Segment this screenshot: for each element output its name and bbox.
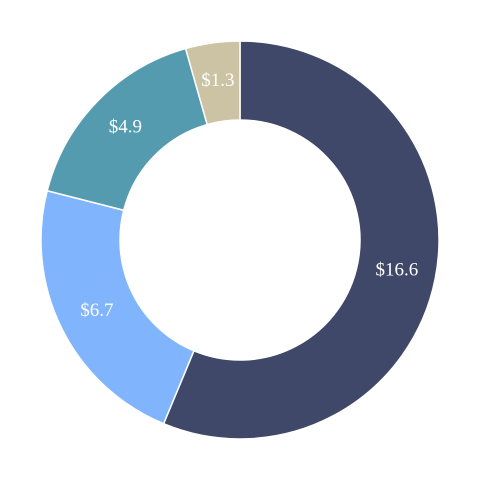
data-label: $6.7	[80, 300, 113, 321]
data-label: $4.9	[109, 117, 142, 138]
donut-slice	[40, 189, 195, 425]
data-label: $1.3	[201, 70, 234, 91]
donut-slice	[162, 40, 440, 440]
donut-slice	[184, 40, 241, 126]
data-label: $16.6	[376, 260, 419, 281]
